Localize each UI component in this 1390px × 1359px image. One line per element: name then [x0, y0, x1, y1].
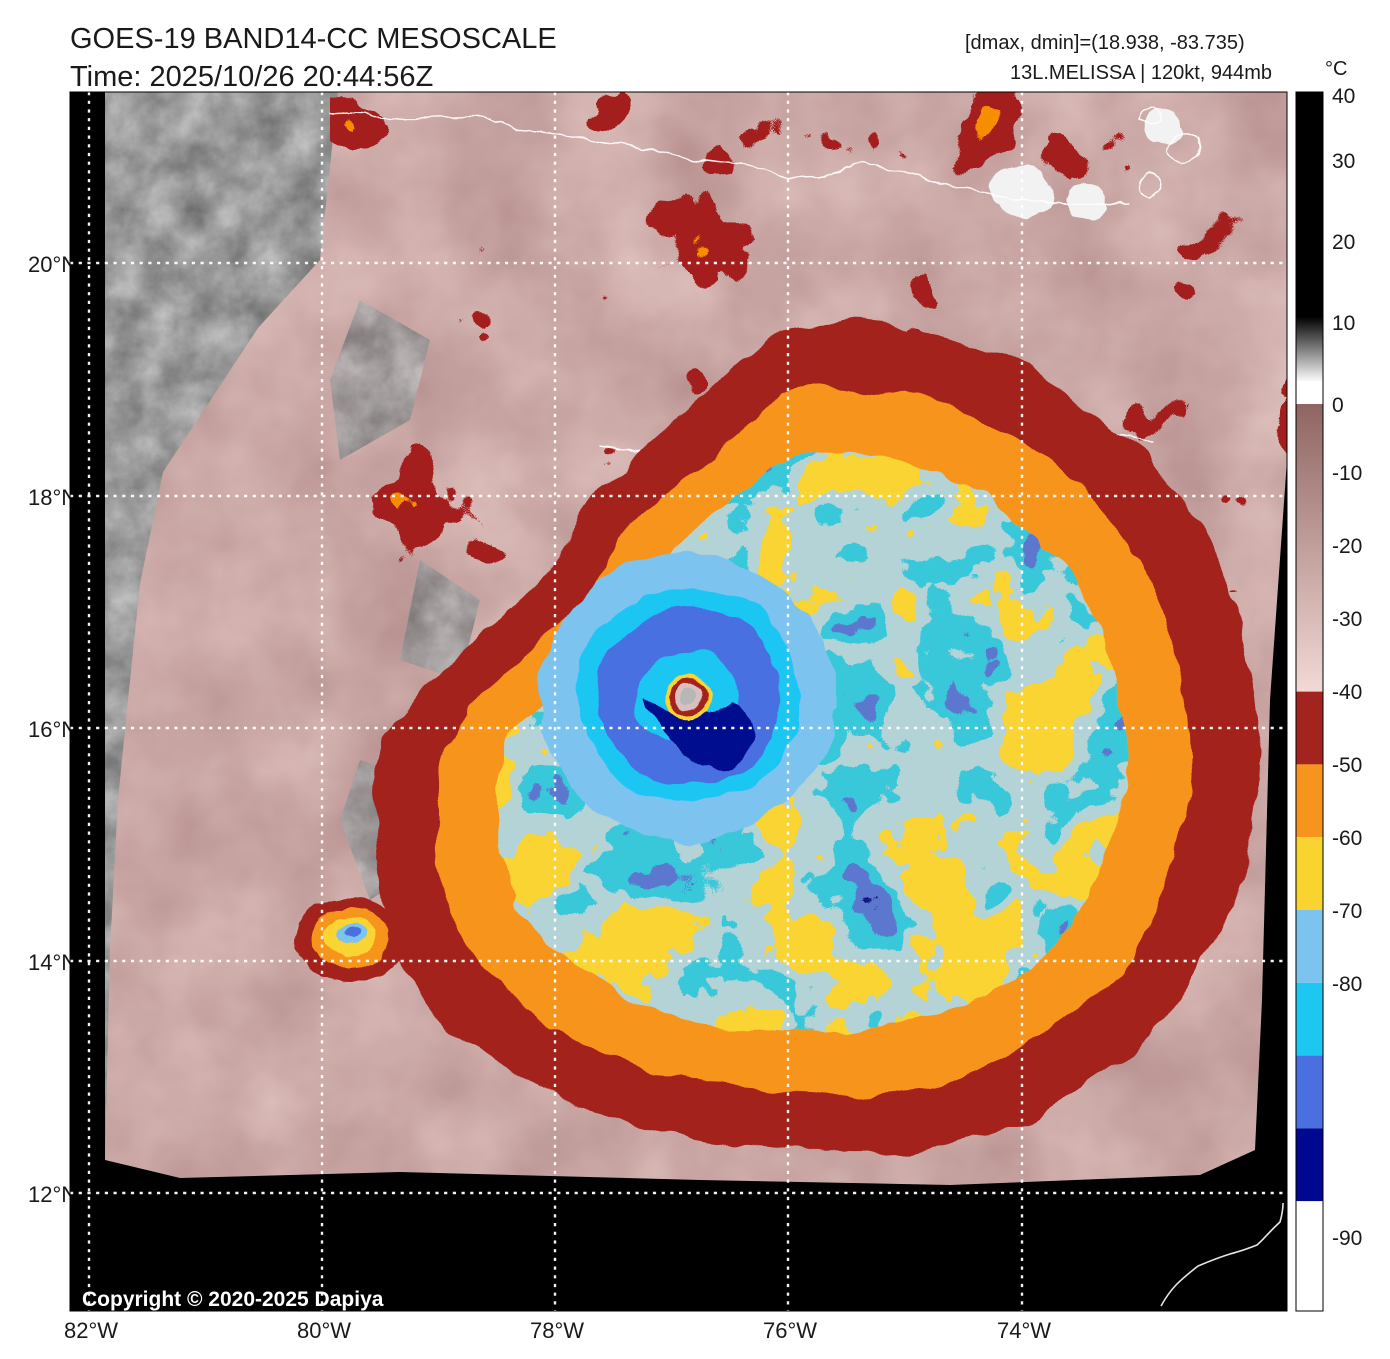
svg-text:40: 40 [1332, 85, 1355, 108]
svg-text:-50: -50 [1332, 754, 1362, 777]
svg-text:-70: -70 [1332, 900, 1362, 923]
svg-text:30: 30 [1332, 150, 1355, 173]
svg-text:10: 10 [1332, 312, 1355, 335]
svg-text:-60: -60 [1332, 827, 1362, 850]
svg-text:0: 0 [1332, 394, 1344, 417]
svg-text:20: 20 [1332, 231, 1355, 254]
svg-text:-10: -10 [1332, 462, 1362, 485]
svg-text:-40: -40 [1332, 681, 1362, 704]
svg-text:-80: -80 [1332, 973, 1362, 996]
svg-text:-90: -90 [1332, 1227, 1362, 1250]
svg-text:-30: -30 [1332, 608, 1362, 631]
svg-text:-20: -20 [1332, 535, 1362, 558]
